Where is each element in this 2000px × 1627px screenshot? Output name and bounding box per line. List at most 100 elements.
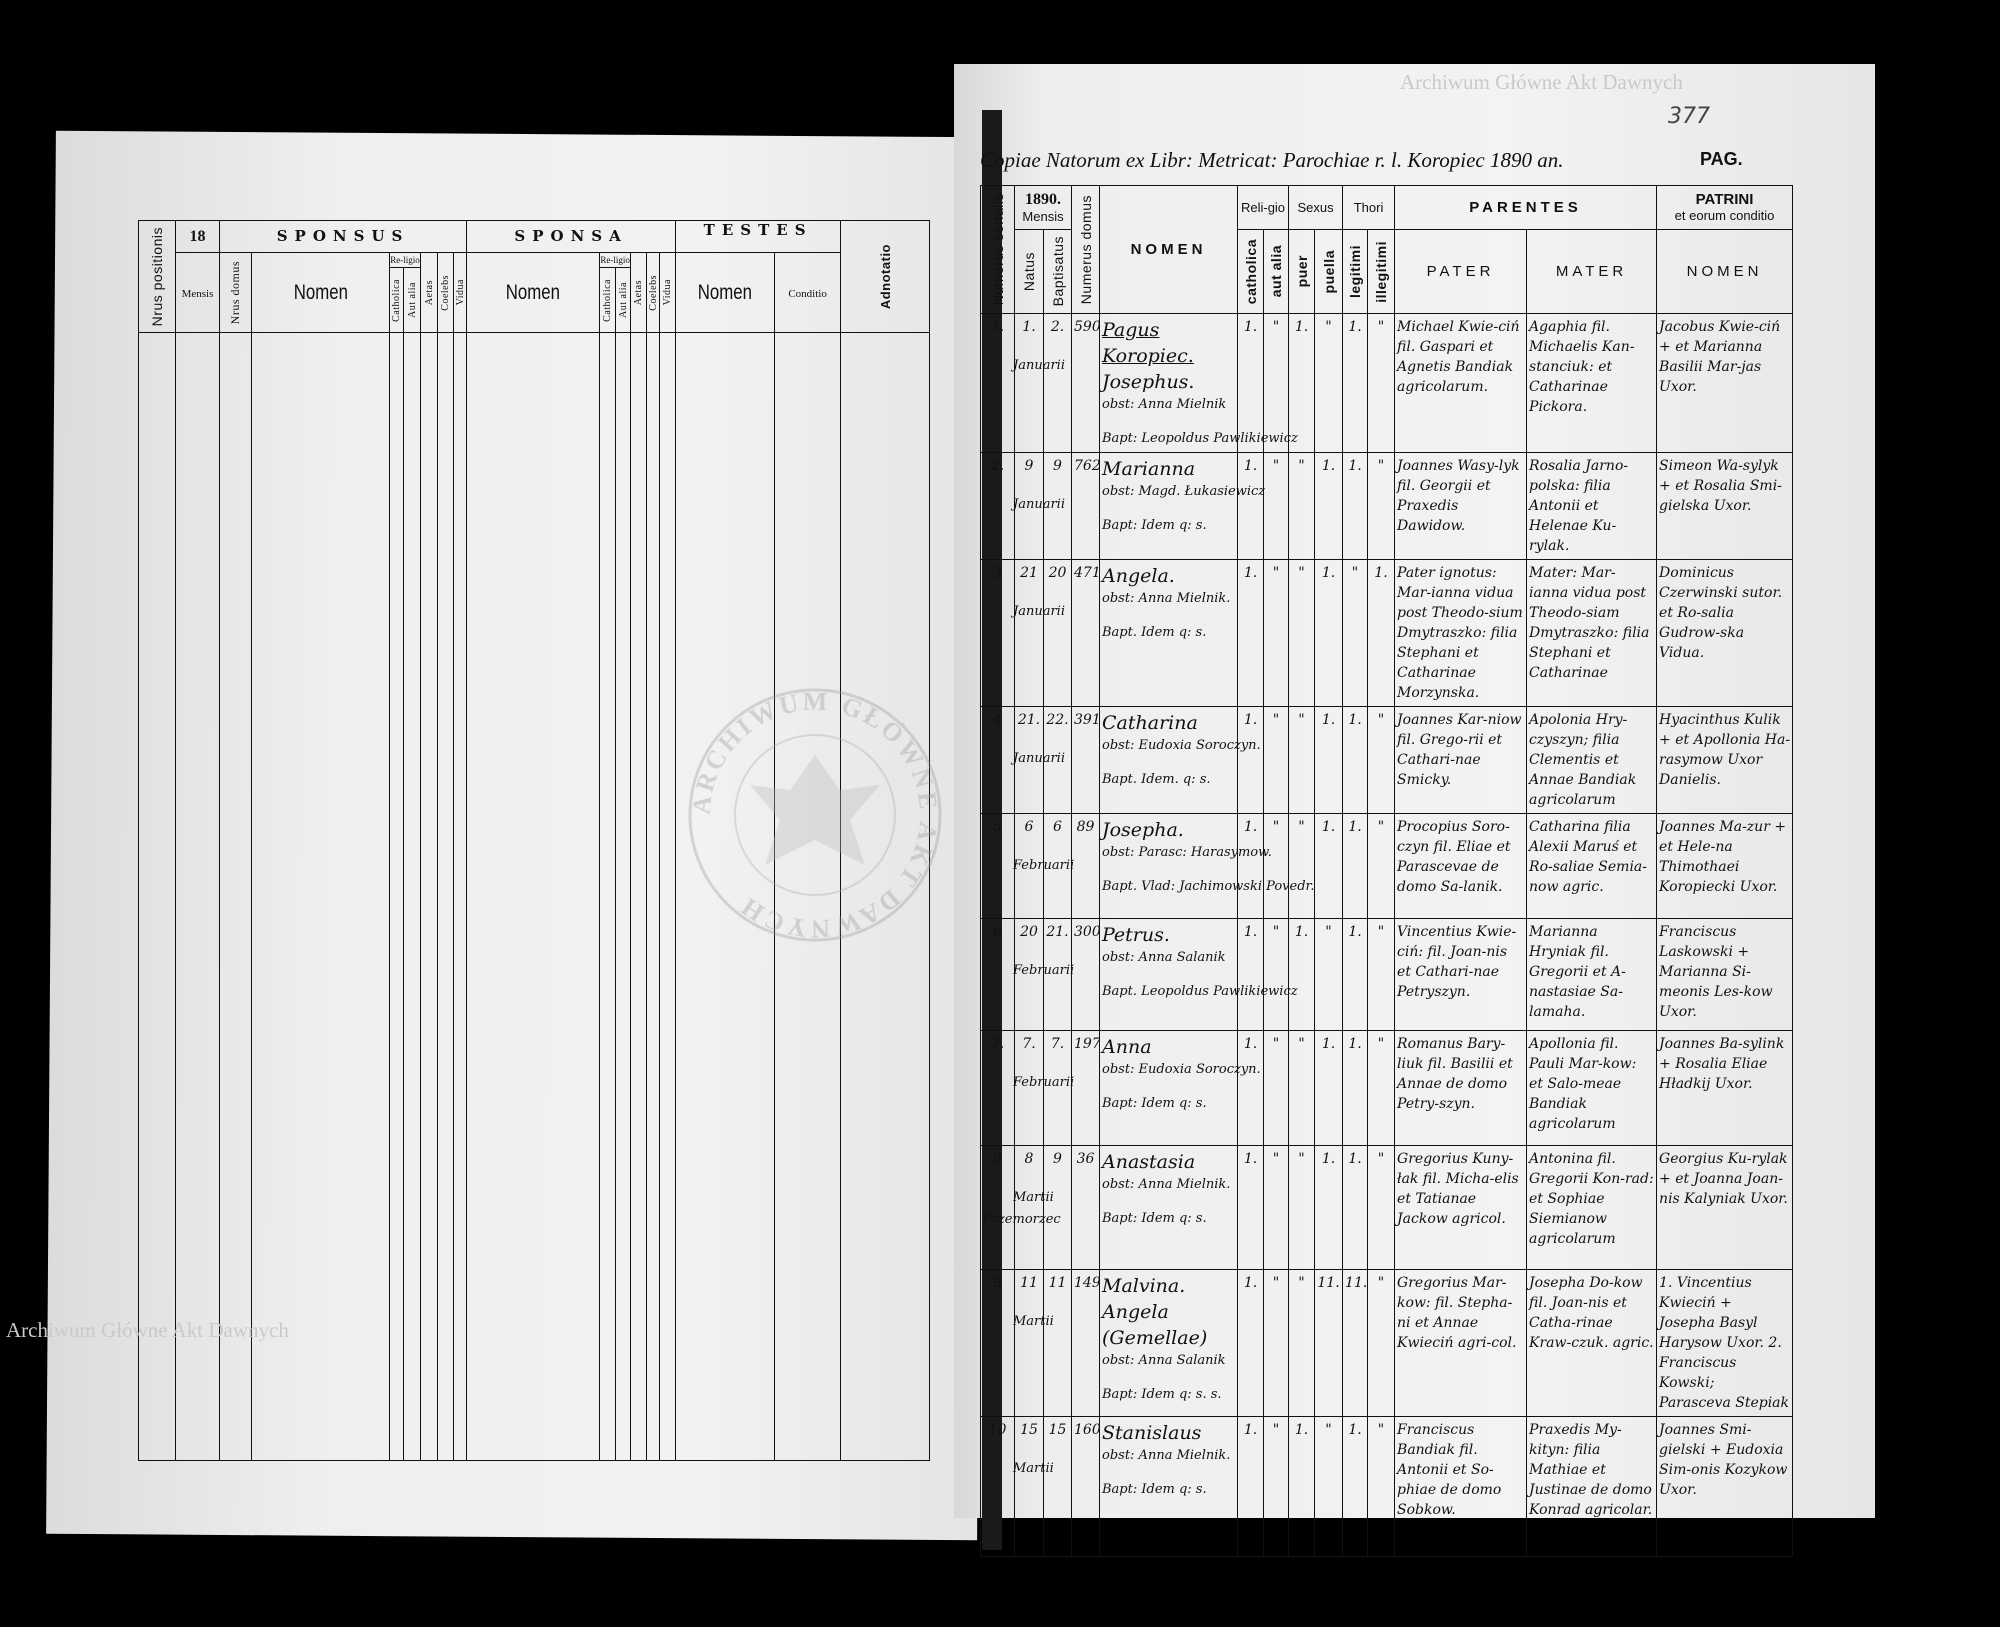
natus-day: 15 bbox=[1020, 1422, 1038, 1438]
natus-cell: 21. Januarii bbox=[1013, 706, 1065, 814]
header-label: Adnotatio bbox=[877, 243, 893, 310]
puella-mark: 1. bbox=[1314, 813, 1344, 919]
header-label: Mensis bbox=[1022, 208, 1064, 224]
domus-cell: 471. bbox=[1071, 559, 1100, 707]
serial-cell: 7. bbox=[980, 1030, 1015, 1146]
catholica-mark: 1. bbox=[1237, 1269, 1264, 1417]
baptisatus-cell: 15 bbox=[1043, 1416, 1072, 1557]
aut-alia-mark: " bbox=[1262, 1145, 1290, 1270]
header-sponsus-aut-alia: Aut alia bbox=[403, 267, 421, 333]
header-label: Re-ligio bbox=[390, 254, 420, 265]
mater-cell: Antonina fil. Gregorii Kon-rad: et Sophi… bbox=[1526, 1145, 1658, 1270]
header-baptisatus: Baptisatus bbox=[1043, 229, 1072, 314]
header-legitimi: legitimi bbox=[1342, 229, 1369, 314]
month-label: Januarii bbox=[1013, 751, 1065, 766]
month-label: Januarii bbox=[1013, 604, 1065, 619]
month-label: Januarii bbox=[1013, 358, 1065, 373]
header-label: puer bbox=[1293, 255, 1310, 288]
serial-cell: 10 bbox=[980, 1416, 1015, 1557]
obstetrix-text: obst: Anna Mielnik. bbox=[1102, 1177, 1231, 1192]
child-name: Catharina bbox=[1102, 712, 1198, 734]
puella-mark: " bbox=[1314, 1416, 1344, 1557]
obstetrix-text: obst: Eudoxia Soroczyn. bbox=[1102, 1062, 1261, 1077]
header-sponsus: SPONSUS bbox=[218, 220, 468, 253]
nomen-cell: Stanislaus obst: Anna Mielnik. Bapt: Idem … bbox=[1099, 1416, 1238, 1557]
nomen-cell: Anastasia obst: Anna Mielnik. Bapt: Idem q… bbox=[1099, 1145, 1238, 1270]
header-label: Nomen bbox=[506, 280, 561, 304]
domus-cell: 197. bbox=[1071, 1030, 1100, 1146]
child-name: Anna bbox=[1102, 1036, 1152, 1058]
empty-column-cell bbox=[675, 332, 776, 1461]
header-label: illegitimi bbox=[1373, 240, 1390, 303]
baptizer-text: Bapt: Idem q: s. bbox=[1102, 518, 1207, 533]
pater-cell: Franciscus Bandiak fil. Antonii et So-ph… bbox=[1394, 1416, 1528, 1557]
child-name: Stanislaus bbox=[1102, 1422, 1202, 1444]
baptizer-text: Bapt. Leopoldus Pawlikiewicz bbox=[1102, 984, 1298, 999]
month-label: Januarii bbox=[1013, 497, 1065, 512]
patrini-cell: Joannes Ma-zur + et Hele-na Thimothaei K… bbox=[1656, 813, 1794, 919]
empty-column-cell bbox=[599, 332, 617, 1461]
header-sponsus-vidua: Vidua bbox=[452, 252, 468, 333]
header-label: Numerus domus bbox=[1077, 194, 1094, 305]
aut-alia-mark: " bbox=[1262, 1030, 1290, 1146]
empty-column-cell bbox=[251, 332, 390, 1461]
serial-cell: 8 bbox=[980, 1145, 1015, 1270]
legitimi-mark: 11. bbox=[1342, 1269, 1369, 1417]
header-label: TESTES bbox=[703, 221, 813, 240]
nomen-cell: Josepha. obst: Parasc: Harasymow. Bapt. Vl… bbox=[1099, 813, 1314, 919]
header-nrus-domus: Nrus domus bbox=[219, 252, 252, 333]
empty-column-cell bbox=[466, 332, 601, 1461]
legitimi-mark: 1. bbox=[1342, 706, 1369, 814]
header-label: Nomen bbox=[293, 280, 348, 304]
illegitimi-mark: " bbox=[1367, 706, 1396, 814]
baptizer-text: Bapt. Idem q: s. bbox=[1102, 625, 1207, 640]
header-label: aut alia bbox=[1268, 245, 1284, 298]
empty-column-cell bbox=[389, 332, 404, 1461]
header-label: SPONSUS bbox=[276, 227, 410, 245]
mater-cell: Agaphia fil. Michaelis Kan-stanciuk: et … bbox=[1526, 313, 1658, 453]
register-entry-row: 3 21 Januarii20471.Angela. obst: Anna Mieln… bbox=[980, 559, 1794, 707]
header-sponsa-aut-alia: Aut alia bbox=[615, 267, 632, 333]
header-sponsa-religio: Re-ligio bbox=[599, 252, 632, 268]
month-label: Martii bbox=[1013, 1314, 1054, 1329]
header-year: 1890. bbox=[1025, 190, 1061, 208]
empty-column-cell bbox=[175, 332, 220, 1461]
header-puer: puer bbox=[1288, 229, 1316, 314]
header-label: Vidua bbox=[662, 279, 674, 306]
patrini-cell: Simeon Wa-sylyk + et Rosalia Smi-gielska… bbox=[1656, 452, 1794, 560]
register-entry-row: 6 20 Februarii 21. 300 Petrus. obst: Anna Sala… bbox=[980, 918, 1794, 1031]
header-aut-alia: aut alia bbox=[1262, 229, 1290, 314]
child-name: Angela. bbox=[1102, 565, 1175, 587]
natus-day: 1. bbox=[1022, 319, 1036, 335]
aut-alia-mark: " bbox=[1262, 452, 1290, 560]
mater-cell: Mater: Mar-ianna vidua post Theodo-siam … bbox=[1526, 559, 1658, 707]
natus-cell: 21 Januarii bbox=[1013, 559, 1065, 707]
header-sponsa-nomen: Nomen bbox=[466, 252, 601, 333]
empty-column-cell bbox=[659, 332, 677, 1461]
domus-cell: 391. bbox=[1071, 706, 1100, 814]
header-natus: Natus bbox=[1014, 229, 1044, 314]
puer-mark: 1. bbox=[1288, 918, 1316, 1031]
illegitimi-mark: " bbox=[1367, 313, 1396, 453]
legitimi-mark: 1. bbox=[1342, 1030, 1369, 1146]
folio-number: 377 bbox=[1668, 104, 1710, 129]
header-sponsa-catholica: Catholica bbox=[599, 267, 617, 333]
header-sponsa-vidua: Vidua bbox=[659, 252, 677, 333]
aut-alia-mark: " bbox=[1262, 918, 1290, 1031]
baptizer-text: Bapt: Leopoldus Pawlikiewicz bbox=[1102, 431, 1298, 446]
catholica-mark: 1. bbox=[1237, 918, 1264, 1031]
legitimi-mark: " bbox=[1342, 559, 1369, 707]
puer-mark: " bbox=[1288, 559, 1316, 707]
serial-cell: 5 bbox=[980, 813, 1015, 919]
puella-mark: " bbox=[1314, 313, 1344, 453]
serial-cell: 2. bbox=[980, 452, 1015, 560]
aut-alia-mark: " bbox=[1262, 313, 1290, 453]
pag-label: PAG. bbox=[1700, 149, 1743, 169]
nomen-cell: Malvina. Angela (Gemellae) obst: Anna Sal… bbox=[1099, 1269, 1238, 1417]
pater-cell: Romanus Bary-liuk fil. Basilii et Annae … bbox=[1394, 1030, 1528, 1146]
header-label: PATRINI bbox=[1695, 190, 1754, 208]
natus-cell: 11 Martii bbox=[1013, 1269, 1054, 1417]
obstetrix-text: obst: Anna Mielnik. bbox=[1102, 591, 1231, 606]
header-label: Vidua bbox=[454, 279, 466, 306]
header-label: Aetas bbox=[633, 279, 645, 306]
